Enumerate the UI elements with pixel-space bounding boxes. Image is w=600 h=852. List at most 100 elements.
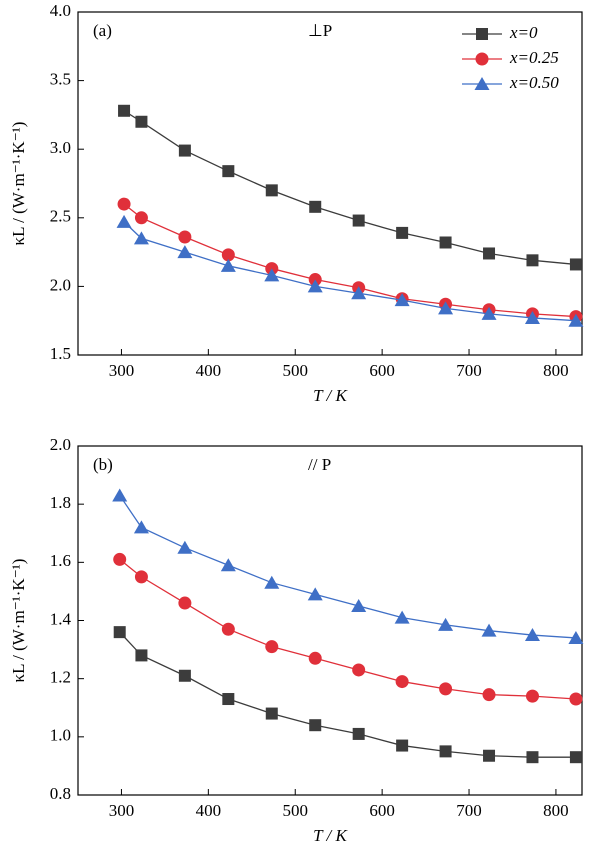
legend-label: x=0.50 [509,73,559,92]
x-tick-label: 700 [456,361,482,380]
y-axis-label: κL / (W·m⁻¹·K⁻¹) [9,122,28,246]
annotation: // P [308,455,331,474]
marker [220,258,236,272]
marker [117,197,131,211]
y-tick-label: 1.2 [50,668,71,687]
legend-label: x=0 [509,23,538,42]
marker [220,558,236,572]
y-tick-label: 4.0 [50,1,71,20]
annotation: ⊥P [308,21,332,40]
marker [394,610,410,624]
legend-marker [475,52,489,66]
annotation: (a) [93,21,112,40]
marker [309,719,322,732]
marker [178,596,192,610]
legend-marker [474,77,490,90]
marker [352,214,365,227]
series-line [119,631,576,758]
marker [568,313,584,327]
x-tick-label: 500 [282,801,308,820]
marker [569,692,583,706]
y-tick-label: 1.4 [50,609,72,628]
marker [352,727,365,740]
marker [524,628,540,642]
y-tick-label: 3.0 [50,138,71,157]
y-axis-label: κL / (W·m⁻¹·K⁻¹) [9,559,28,683]
marker [351,286,367,300]
marker [482,688,496,702]
y-tick-label: 1.0 [50,726,71,745]
x-tick-label: 600 [369,801,395,820]
legend-label: x=0.25 [509,48,559,67]
marker [222,693,235,706]
marker [221,248,235,262]
x-tick-label: 800 [543,801,569,820]
marker [308,651,322,665]
marker [396,739,409,752]
legend-marker [476,28,488,40]
marker [265,640,279,654]
marker [483,749,496,762]
y-tick-label: 3.5 [50,70,71,89]
marker [394,293,410,307]
marker [525,689,539,703]
marker [352,663,366,677]
series-line [123,203,576,318]
marker [221,622,235,636]
marker [395,675,409,689]
x-axis-label: T / K [313,826,348,845]
x-axis-label: T / K [313,386,348,405]
marker [568,630,584,644]
marker [178,669,191,682]
marker [113,626,126,639]
y-tick-label: 1.8 [50,493,71,512]
marker [438,301,454,315]
marker [309,200,322,213]
marker [351,598,367,612]
marker [439,682,453,696]
plot-frame [77,445,583,796]
marker [265,707,278,720]
y-tick-label: 2.0 [50,435,71,454]
x-tick-label: 700 [456,801,482,820]
y-tick-label: 0.8 [50,784,71,803]
marker [112,488,128,502]
marker [134,570,148,584]
plot-frame [77,11,583,356]
marker [524,310,540,324]
y-tick-label: 2.0 [50,275,71,294]
series-line [119,558,576,700]
marker [569,751,582,764]
marker [118,104,131,117]
marker [265,184,278,197]
marker [133,520,149,534]
marker [177,540,193,554]
x-tick-label: 600 [369,361,395,380]
marker [177,245,193,259]
marker [264,575,280,589]
x-tick-label: 300 [109,361,135,380]
marker [396,226,409,239]
x-tick-label: 400 [196,361,222,380]
marker [438,617,454,631]
y-tick-label: 1.5 [50,344,71,363]
marker [569,258,582,271]
x-tick-label: 400 [196,801,222,820]
marker [134,211,148,225]
series-line [123,221,576,322]
marker [135,649,148,662]
marker [481,306,497,320]
marker [483,247,496,260]
marker [178,230,192,244]
marker [481,623,497,637]
x-tick-label: 300 [109,801,135,820]
series-line [123,110,576,266]
marker [178,144,191,157]
marker [133,231,149,245]
annotation: (b) [93,455,113,474]
marker [116,214,132,228]
marker [439,745,452,758]
marker [307,279,323,293]
marker [307,587,323,601]
